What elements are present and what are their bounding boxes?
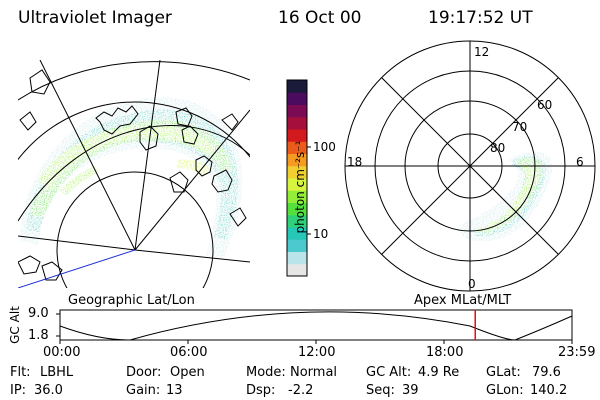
mlat-label-80: 80 — [490, 141, 506, 155]
colorbar-segment — [287, 165, 307, 179]
colorbar — [286, 79, 308, 277]
mlat-label-60: 60 — [537, 98, 553, 112]
altitude-xtick-1: 06:00 — [170, 345, 208, 360]
altitude-ytick-9: 9.0 — [28, 306, 49, 321]
altitude-xtick-0: 00:00 — [43, 345, 81, 360]
status-dsp-label: Dsp: — [246, 383, 276, 398]
status-mode-value: Normal — [290, 365, 338, 380]
date-label: 16 Oct 00 — [278, 8, 362, 28]
polar-panel — [344, 40, 596, 292]
colorbar-unit-label: photon cm⁻²s⁻¹ — [293, 140, 307, 234]
colorbar-segment — [287, 80, 307, 93]
status-seq-value: 39 — [402, 383, 419, 398]
colorbar-segment — [287, 227, 307, 240]
status-glat-label: GLat: — [486, 365, 521, 380]
geographic-grid — [18, 60, 250, 288]
colorbar-segment — [287, 153, 307, 167]
altitude-xtick-2: 12:00 — [298, 345, 336, 360]
status-glat-value: 79.6 — [532, 365, 561, 380]
status-flt-value: LBHL — [40, 365, 74, 380]
colorbar-segment — [287, 92, 307, 105]
status-mode-label: Mode: — [246, 365, 286, 380]
altitude-xtick-3: 18:00 — [426, 345, 464, 360]
colorbar-segment — [287, 141, 307, 154]
colorbar-frame — [286, 79, 308, 277]
status-door-value: Open — [170, 365, 205, 380]
colorbar-segment — [287, 178, 307, 191]
colorbar-segment — [287, 214, 307, 228]
terminator-line — [18, 249, 136, 288]
status-door-label: Door: — [126, 365, 162, 380]
colorbar-segment — [287, 104, 307, 118]
status-seq-label: Seq: — [366, 383, 395, 398]
instrument-title: Ultraviolet Imager — [18, 8, 172, 28]
status-ip-label: IP: — [10, 383, 27, 398]
coastlines — [18, 69, 247, 281]
mlt-label-18: 18 — [347, 155, 363, 169]
colorbar-segment — [287, 263, 307, 277]
colorbar-segment — [287, 190, 307, 203]
colorbar-tick-10: 10 — [313, 227, 329, 241]
colorbar-tick-100: 100 — [313, 140, 336, 154]
altitude-plot — [56, 309, 573, 344]
altitude-curve — [59, 311, 573, 341]
altitude-ytick-1-8: 1.8 — [28, 328, 49, 343]
polar-auroral-image — [459, 151, 552, 242]
mlt-label-6: 6 — [576, 155, 584, 169]
colorbar-segment — [287, 129, 307, 142]
altitude-plot-frame — [59, 309, 573, 341]
mlat-label-70: 70 — [512, 120, 528, 134]
geographic-panel-label: Geographic Lat/Lon — [68, 293, 195, 308]
status-glon-value: 140.2 — [530, 383, 568, 398]
colorbar-segment — [287, 251, 307, 265]
colorbar-segment — [287, 202, 307, 216]
colorbar-segment — [287, 116, 307, 130]
geographic-panel — [18, 60, 250, 288]
apex-panel-label: Apex MLat/MLT — [414, 293, 512, 308]
mlt-label-12: 12 — [474, 45, 490, 59]
status-flt-label: Flt: — [10, 365, 31, 380]
status-gain-value: 13 — [166, 383, 183, 398]
mlt-label-0: 0 — [468, 277, 476, 291]
status-glon-label: GLon: — [486, 383, 524, 398]
status-gcalt-label: GC Alt: — [366, 365, 412, 380]
status-gcalt-value: 4.9 Re — [418, 365, 460, 380]
status-ip-value: 36.0 — [34, 383, 63, 398]
status-dsp-value: -2.2 — [288, 383, 314, 398]
altitude-xtick-4: 23:59 — [558, 345, 596, 360]
colorbar-segment — [287, 239, 307, 252]
altitude-ylabel: GC Alt — [7, 306, 22, 344]
altitude-x-ticks — [59, 340, 573, 344]
time-label: 19:17:52 UT — [428, 8, 533, 28]
polar-grid — [344, 40, 596, 292]
status-gain-label: Gain: — [126, 383, 161, 398]
